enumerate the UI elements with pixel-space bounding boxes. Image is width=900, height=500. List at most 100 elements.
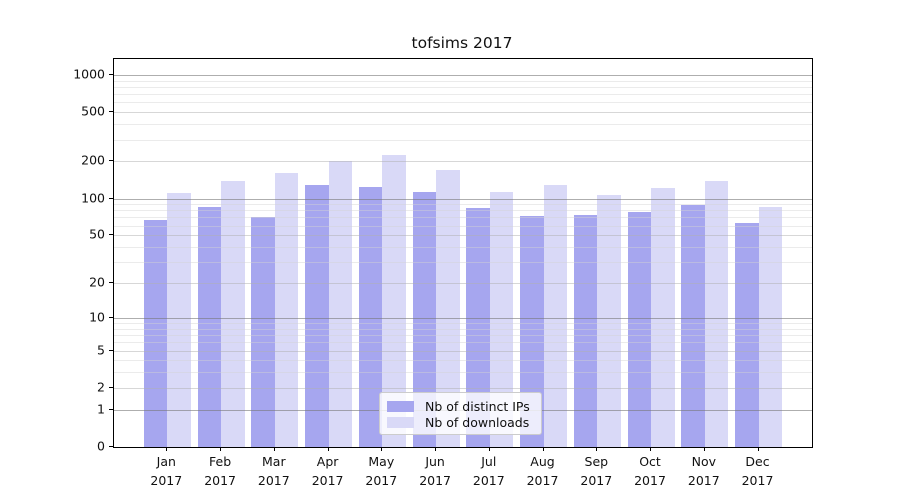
y-tick-label-1000: 1000 [73,66,105,82]
bar-ips-nov [681,204,705,447]
grid-layer [114,59,812,447]
gridline-100 [114,198,812,200]
bar-downloads-may [382,155,406,447]
bar-downloads-sep [597,195,621,447]
y-tick-mark-0 [109,446,113,447]
x-tick-mark-nov [703,447,705,451]
x-tick-label-mar: Mar 2017 [257,454,290,489]
y-tick-mark-2 [109,386,113,388]
y-tick-mark-500 [109,111,113,113]
legend-swatch-ips [387,400,414,412]
y-tick-label-2: 2 [97,379,105,395]
bar-downloads-jun [436,170,460,447]
plot-area: Nb of distinct IPs Nb of downloads [113,58,813,448]
gridline-5 [114,350,812,352]
legend: Nb of distinct IPs Nb of downloads [379,392,542,435]
gridline-600 [114,102,812,104]
gridline-900 [114,80,812,82]
bar-ips-jun [412,191,437,447]
y-tick-label-500: 500 [81,103,105,119]
x-tick-mark-may [381,447,383,451]
x-tick-label-may: May 2017 [365,454,398,489]
legend-swatch-downloads [387,416,414,428]
bar-downloads-apr [328,160,353,447]
x-tick-label-apr: Apr 2017 [311,454,344,489]
bar-downloads-aug [543,184,568,447]
x-tick-mark-mar [273,447,275,451]
bar-ips-jan [143,219,168,447]
gridline-6 [114,342,812,344]
chart-title: tofsims 2017 [411,34,513,52]
y-tick-mark-1 [109,408,113,410]
y-tick-label-200: 200 [81,152,105,168]
y-tick-label-100: 100 [81,190,105,205]
y-tick-mark-5 [109,349,113,351]
gridline-1000 [114,74,812,76]
gridline-50 [114,235,812,237]
gridline-70 [114,217,812,219]
gridline-80 [114,210,812,212]
x-tick-label-feb: Feb 2017 [204,454,236,489]
y-tick-mark-100 [109,197,113,199]
legend-label-downloads: Nb of downloads [425,414,530,430]
bar-ips-mar [251,217,275,447]
gridline-90 [114,204,812,206]
bar-downloads-mar [274,173,299,447]
bar-downloads-feb [221,180,245,447]
bar-ips-jul [466,207,490,447]
x-tick-mark-jul [488,447,490,451]
x-tick-label-nov: Nov 2017 [687,454,720,489]
bar-downloads-nov [704,180,729,447]
gridline-40 [114,247,812,248]
legend-row-ips: Nb of distinct IPs [387,398,534,414]
x-tick-label-sep: Sep 2017 [580,454,613,489]
x-tick-mark-dec [757,447,759,451]
gridline-200 [114,161,812,163]
x-tick-label-dec: Dec 2017 [741,454,774,489]
gridline-300 [114,139,812,141]
gridline-20 [114,283,812,284]
y-tick-mark-1000 [109,73,113,75]
gridline-30 [114,262,812,264]
bar-downloads-jan [167,192,191,447]
gridline-4 [114,360,812,362]
gridline-3 [114,372,812,374]
x-tick-mark-feb [220,447,222,451]
bar-ips-apr [305,184,329,447]
x-tick-mark-jun [435,447,437,451]
gridline-2 [114,387,812,389]
x-tick-mark-apr [327,447,329,451]
y-tick-mark-50 [109,234,113,236]
x-tick-label-aug: Aug 2017 [526,454,559,489]
gridline-9 [114,323,812,324]
bar-downloads-jul [489,192,514,447]
gridline-400 [114,124,812,126]
y-tick-label-1: 1 [97,401,105,417]
bar-downloads-oct [651,187,675,447]
gridline-800 [114,86,812,88]
legend-row-downloads: Nb of downloads [387,414,534,430]
x-tick-mark-aug [542,447,544,451]
gridline-60 [114,225,812,227]
y-tick-mark-10 [109,316,113,318]
x-tick-mark-oct [650,447,651,451]
x-tick-label-jan: Jan 2017 [150,454,183,489]
gridline-500 [114,112,812,114]
legend-label-ips: Nb of distinct IPs [425,398,530,414]
bar-downloads-dec [758,206,782,447]
y-tick-label-0: 0 [97,438,105,454]
y-tick-mark-20 [109,282,113,283]
y-tick-label-10: 10 [89,309,105,325]
bar-ips-feb [197,207,221,447]
x-tick-label-jun: Jun 2017 [419,454,451,489]
x-tick-mark-jan [166,447,168,451]
y-tick-label-50: 50 [89,226,105,242]
x-tick-mark-sep [596,447,598,451]
gridline-8 [114,328,812,330]
y-tick-label-5: 5 [97,342,105,357]
bars-layer [114,59,812,447]
bar-ips-dec [735,223,759,447]
y-tick-label-20: 20 [89,274,105,290]
gridline-700 [114,94,812,96]
